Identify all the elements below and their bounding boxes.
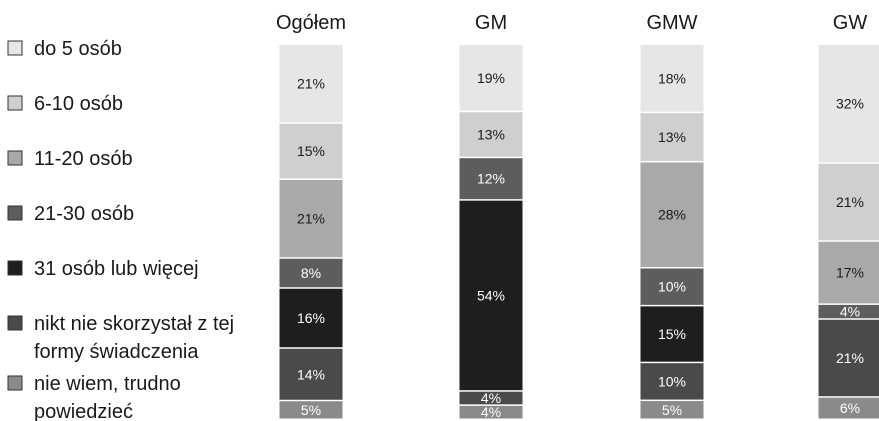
legend-swatch (7, 205, 23, 221)
bar-segment (818, 397, 879, 419)
legend-swatch (7, 375, 23, 391)
data-label: 54% (477, 287, 505, 303)
legend-label: 31 osób lub więcej (34, 258, 199, 280)
data-label: 21% (836, 194, 864, 210)
bar-segment (818, 45, 879, 163)
data-label: 17% (836, 265, 864, 281)
bar-segment (818, 319, 879, 397)
bar-segment (279, 401, 343, 419)
data-label: 4% (481, 404, 501, 420)
category-label: GMW (646, 12, 697, 34)
data-label: 32% (836, 96, 864, 112)
data-label: 28% (658, 207, 686, 223)
bar-segment (640, 401, 704, 419)
bar-segment (640, 113, 704, 161)
legend-item: do 5 osób (7, 38, 122, 60)
bar-segment (459, 45, 523, 111)
stacked-bar: 19% 13% 12% 54% 4%4% (459, 45, 523, 420)
legend-label: powiedzieć (34, 401, 133, 421)
bar-segment (279, 258, 343, 288)
data-label: 13% (658, 129, 686, 145)
bar-segment (640, 363, 704, 400)
legend-label: 21-30 osób (34, 203, 134, 225)
bar-segment (279, 45, 343, 123)
bar-segment (640, 306, 704, 362)
legend-label: nie wiem, trudno (34, 373, 181, 395)
data-label: 5% (662, 402, 682, 418)
bar-segment (818, 304, 879, 319)
legend-label: formy świadczenia (34, 341, 199, 363)
category-label: GM (475, 12, 507, 34)
legend-swatch (7, 40, 23, 56)
bar-segment (640, 45, 704, 112)
data-label: 15% (297, 143, 325, 159)
legend-item: 31 osób lub więcej (7, 258, 199, 280)
legend-swatch (7, 315, 23, 331)
bar-segment (279, 123, 343, 179)
data-label: 4% (481, 390, 501, 406)
legend-label: 11-20 osób (34, 148, 133, 170)
bar-segment (279, 288, 343, 348)
data-label: 16% (297, 310, 325, 326)
bar-segment (459, 158, 523, 200)
stacked-bar: 18% 13% 28% 10% 15% 10% 5% (640, 45, 704, 419)
data-label: 12% (477, 171, 505, 187)
data-label: 15% (658, 326, 686, 342)
bar-segment (640, 268, 704, 305)
stacked-bar: 21% 15% 21% 8% 16% 14% 5% (279, 45, 343, 419)
data-label: 14% (297, 366, 325, 382)
data-label: 13% (477, 126, 505, 142)
data-label: 21% (836, 350, 864, 366)
category-label: GW (833, 12, 868, 34)
legend-label: nikt nie skorzystał z tej (34, 313, 234, 335)
data-label: 18% (658, 70, 686, 86)
bar-segment (459, 112, 523, 157)
data-label: 10% (658, 279, 686, 295)
data-label: 5% (301, 402, 321, 418)
bar-segment (279, 348, 343, 400)
legend-item: 11-20 osób (7, 148, 133, 170)
legend-item: 21-30 osób (7, 203, 134, 225)
category-label: Ogółem (276, 12, 346, 34)
legend-label: 6-10 osób (34, 93, 123, 115)
data-label: 4% (840, 304, 860, 320)
bar-segment (459, 391, 523, 405)
legend-swatch (7, 150, 23, 166)
legend-item: nikt nie skorzystał z tej formy świadczen… (7, 313, 234, 363)
data-label: 19% (477, 70, 505, 86)
legend-label: do 5 osób (34, 38, 122, 60)
bar-segment (279, 180, 343, 258)
data-label: 21% (297, 76, 325, 92)
bar-segment (640, 162, 704, 267)
legend: do 5 osób 6-10 osób 11-20 osób 21-30 osób 31… (7, 38, 234, 421)
bar-segment (818, 163, 879, 241)
data-label: 21% (297, 211, 325, 227)
data-label: 6% (840, 400, 860, 416)
data-label: 8% (301, 265, 321, 281)
bar-segment (459, 200, 523, 391)
stacked-bar: 32% 21% 17% 4% 21% 6% (818, 45, 879, 419)
legend-swatch (7, 260, 23, 276)
legend-item: nie wiem, trudno powiedzieć (7, 373, 181, 421)
legend-swatch (7, 95, 23, 111)
bar-segment (818, 241, 879, 304)
bar-segment (459, 405, 523, 419)
data-label: 10% (658, 373, 686, 389)
legend-item: 6-10 osób (7, 93, 123, 115)
